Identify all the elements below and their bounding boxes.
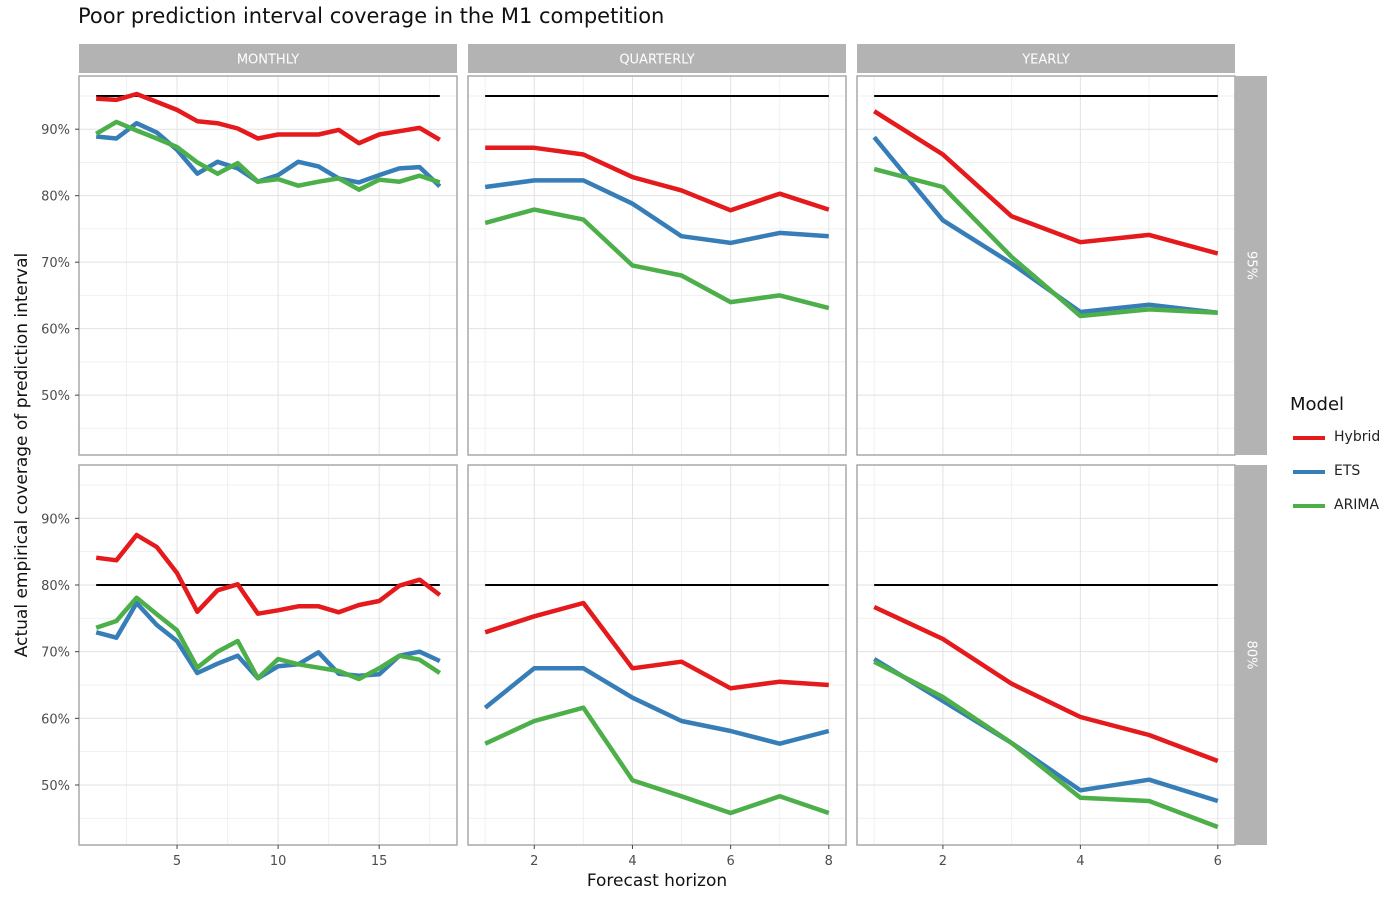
x-tick-label: 6 — [1214, 854, 1222, 869]
legend-item-ets: ETS — [1290, 460, 1380, 484]
series-line-hybrid-monthly-95pct — [96, 91, 441, 146]
facet-strip-monthly — [79, 44, 457, 73]
series-line-hybrid-quarterly-95pct — [485, 145, 830, 213]
legend-swatch-hybrid — [1293, 436, 1325, 440]
panel-background — [857, 465, 1235, 845]
series-line-arima-yearly-80pct — [873, 659, 1219, 830]
legend-label-arima: ARIMA — [1334, 497, 1380, 513]
y-tick-label: 70% — [41, 646, 70, 661]
y-tick-label: 90% — [41, 512, 70, 527]
series-line-arima-quarterly-80pct — [484, 705, 830, 816]
series-line-ets-quarterly-95pct — [484, 178, 829, 246]
panel-border — [467, 464, 847, 846]
legend-swatch-ets — [1293, 470, 1325, 474]
series-line-ets-yearly-80pct — [873, 657, 1219, 804]
series-line-arima-yearly-95pct — [873, 166, 1218, 319]
series-line-arima-monthly-95pct — [95, 119, 441, 192]
x-axis-label: Forecast horizon — [586, 871, 728, 891]
panel-background — [468, 465, 846, 845]
y-tick-label: 50% — [41, 779, 70, 794]
y-tick-label: 80% — [41, 190, 70, 205]
legend-item-arima: ARIMA — [1290, 494, 1380, 518]
y-tick-label: 70% — [41, 256, 70, 271]
panel-monthly-80pct — [78, 464, 458, 846]
chart-title: Poor prediction interval coverage in the… — [78, 4, 665, 28]
y-tick-label: 80% — [41, 579, 70, 594]
x-tick-label: 2 — [939, 854, 947, 869]
panel-background — [857, 76, 1235, 455]
series-line-arima-monthly-80pct — [95, 595, 442, 682]
x-tick-label: 15 — [371, 854, 388, 869]
x-tick-label: 10 — [270, 854, 287, 869]
y-tick-label: 60% — [41, 323, 70, 338]
facet-strip-95pct — [1235, 76, 1267, 455]
panel-background — [468, 76, 846, 455]
facet-strip-yearly — [857, 44, 1235, 73]
panel-border — [78, 75, 458, 456]
x-tick-label: 5 — [173, 854, 181, 869]
panel-quarterly-95pct — [467, 75, 847, 456]
series-line-hybrid-quarterly-80pct — [484, 600, 829, 691]
panel-yearly-95pct — [856, 75, 1236, 456]
x-tick-label: 2 — [530, 854, 538, 869]
panel-monthly-95pct — [78, 75, 458, 456]
series-line-hybrid-yearly-80pct — [873, 604, 1219, 764]
panel-background — [79, 76, 457, 455]
panel-background — [79, 465, 457, 845]
y-tick-label: 90% — [41, 123, 70, 138]
x-tick-label: 6 — [726, 854, 734, 869]
facet-strip-label-95pct: 95% — [1244, 251, 1259, 280]
y-tick-label: 60% — [41, 712, 70, 727]
legend-title: Model — [1290, 394, 1345, 415]
x-tick-label: 4 — [1076, 854, 1084, 869]
y-axis-label: Actual empirical coverage of prediction … — [12, 252, 32, 658]
y-tick-label: 50% — [41, 389, 70, 404]
panel-border — [467, 75, 847, 456]
series-line-arima-quarterly-95pct — [484, 207, 830, 311]
facet-strip-label-yearly: YEARLY — [1021, 53, 1070, 68]
legend-item-hybrid: Hybrid — [1290, 426, 1380, 450]
x-tick-label: 8 — [825, 854, 833, 869]
facet-strip-label-80pct: 80% — [1244, 641, 1259, 670]
facet-strip-label-quarterly: QUARTERLY — [619, 53, 694, 68]
facet-strip-quarterly — [468, 44, 846, 73]
series-line-ets-quarterly-80pct — [483, 666, 830, 746]
series-line-ets-monthly-80pct — [95, 600, 441, 681]
legend-swatch-arima — [1293, 504, 1325, 508]
x-tick-label: 4 — [628, 854, 636, 869]
facet-strip-label-monthly: MONTHLY — [237, 53, 299, 68]
series-line-hybrid-monthly-80pct — [95, 532, 442, 616]
legend-label-ets: ETS — [1334, 463, 1361, 479]
legend-label-hybrid: Hybrid — [1334, 429, 1381, 445]
facet-strip-80pct — [1235, 465, 1267, 845]
series-line-hybrid-yearly-95pct — [873, 109, 1219, 256]
panel-border — [78, 464, 458, 846]
